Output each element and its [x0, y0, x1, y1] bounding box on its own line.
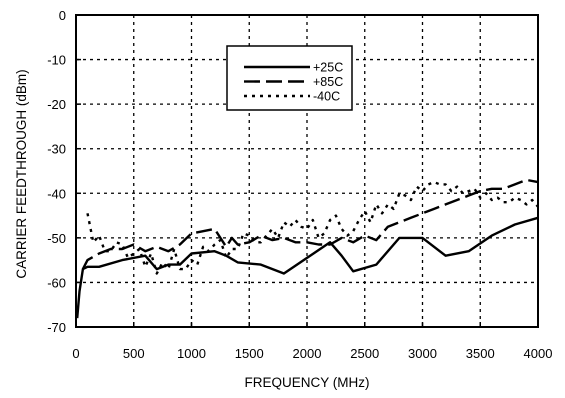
x-tick-label: 3000 [408, 346, 437, 361]
x-tick-label: 500 [123, 346, 145, 361]
tick-marks [75, 14, 539, 328]
legend-label: -40C [313, 90, 340, 104]
series-line-plus85c [81, 178, 539, 270]
y-tick-labels: 0 -10 -20 -30 -40 -50 -60 -70 [47, 8, 66, 335]
legend: +25C+85C-40C [226, 45, 353, 111]
x-tick-label: 1000 [177, 346, 206, 361]
series-line-plus25c [76, 216, 539, 319]
legend-box [226, 45, 353, 111]
x-tick-label: 0 [72, 346, 79, 361]
x-tick-label: 4000 [524, 346, 553, 361]
x-tick-label: 3500 [466, 346, 495, 361]
series-line-minus40c [86, 180, 539, 275]
x-tick-labels: 0 500 1000 1500 2000 2500 3000 3500 4000 [72, 346, 552, 361]
x-tick-label: 2500 [350, 346, 379, 361]
series-lines [76, 178, 539, 319]
y-tick-label: -30 [47, 142, 66, 157]
y-tick-label: -10 [47, 53, 66, 68]
x-tick-label: 1500 [235, 346, 264, 361]
y-tick-label: -60 [47, 275, 66, 290]
x-axis-title: FREQUENCY (MHz) [244, 375, 369, 390]
y-tick-label: 0 [59, 8, 66, 23]
y-axis-title: CARRIER FEEDTHROUGH (dBm) [14, 69, 29, 278]
legend-label: +85C [313, 75, 343, 89]
y-tick-label: -40 [47, 186, 66, 201]
y-tick-label: -50 [47, 231, 66, 246]
y-tick-label: -70 [47, 320, 66, 335]
legend-label: +25C [313, 61, 343, 75]
x-tick-label: 2000 [293, 346, 322, 361]
y-tick-label: -20 [47, 97, 66, 112]
